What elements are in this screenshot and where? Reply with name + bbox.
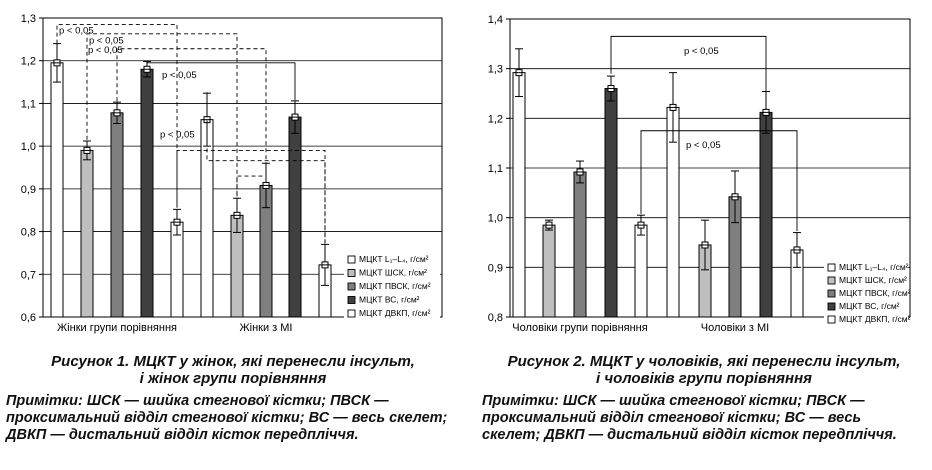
figure-2-caption: Рисунок 2. МЦКТ у чоловіків, які перенес… xyxy=(476,353,932,387)
y-tick-label: 1,1 xyxy=(488,163,503,175)
legend-label: МЦКТ ШСК, г/см² xyxy=(359,268,427,278)
y-tick-label: 0,8 xyxy=(488,312,503,324)
significance-bracket xyxy=(116,48,267,162)
legend-label: МЦКТ ПВСК, г/см² xyxy=(839,288,911,298)
y-tick-label: 1,1 xyxy=(21,98,36,110)
y-tick-label: 1,2 xyxy=(21,56,36,68)
bar xyxy=(634,224,648,318)
category-label: Жінки з МІ xyxy=(239,322,292,334)
legend-label: МЦКТ ПВСК, г/см² xyxy=(359,281,431,291)
bar xyxy=(50,62,64,318)
legend-swatch xyxy=(347,282,356,291)
legend-swatch xyxy=(827,315,836,324)
bar xyxy=(512,72,526,318)
significance-label: p < 0,05 xyxy=(88,45,123,56)
figure-1-caption: Рисунок 1. МЦКТ у жінок, які перенесли і… xyxy=(0,353,466,387)
y-tick-label: 0,8 xyxy=(21,227,36,239)
legend-swatch xyxy=(827,302,836,311)
figure-2-caption-line1: Рисунок 2. МЦКТ у чоловіків, які перенес… xyxy=(507,353,901,370)
bar xyxy=(604,88,618,318)
figure-1-caption-line2: і жінок групи порівняння xyxy=(139,370,327,387)
figure-1: 0,6 0,7 0,8 0,9 1,0 1,1 1,2 1,3 p < 0,05 p < 0,05… xyxy=(0,13,466,443)
y-tick-label: 1,0 xyxy=(21,141,36,153)
category-label: Чоловіки з МІ xyxy=(701,322,770,334)
legend-label: МЦКТ L₁–L₄, г/см² xyxy=(359,254,429,264)
significance-label: p < 0,05 xyxy=(89,36,124,47)
legend-label: МЦКТ L₁–L₄, г/см² xyxy=(839,262,909,272)
significance-label: p < 0,05 xyxy=(59,25,94,36)
significance-label: p < 0,05 xyxy=(684,46,719,57)
figure-1-notes: Примітки: ШСК — шийка стегнової кістки; … xyxy=(6,393,448,443)
figure-1-caption-line1: Рисунок 1. МЦКТ у жінок, які перенесли і… xyxy=(51,353,415,370)
legend-label: МЦКТ ДВКП, г/см² xyxy=(359,308,431,318)
significance-bracket xyxy=(206,92,326,244)
y-tick-label: 1,3 xyxy=(488,64,503,76)
y-tick-label: 1,0 xyxy=(488,213,503,225)
y-tick-label: 0,7 xyxy=(21,269,36,281)
significance-bracket xyxy=(610,35,767,92)
significance-bracket xyxy=(176,149,326,244)
legend-label: МЦКТ ВС, г/см² xyxy=(359,295,420,305)
legend-label: МЦКТ ШСК, г/см² xyxy=(839,275,907,285)
significance-bracket xyxy=(640,130,798,232)
bar xyxy=(759,111,773,318)
significance-bracket xyxy=(56,23,178,208)
legend-swatch xyxy=(827,276,836,285)
significance-label: p < 0,05 xyxy=(162,70,197,81)
bar xyxy=(110,112,124,318)
chart-1: 0,60,70,80,91,01,11,21,3p < 0,05p < 0,05… xyxy=(21,13,443,334)
significance-bracket xyxy=(146,60,296,101)
significance-bracket xyxy=(236,161,267,197)
figure-2-caption-line2: і чоловіків групи порівняння xyxy=(596,370,812,387)
bar xyxy=(80,149,94,318)
figure-2: 0,8 0,9 1,0 1,1 1,2 1,3 1,4 p < 0,05 p < 0,05 Чол… xyxy=(476,0,932,470)
legend-swatch xyxy=(347,255,356,264)
significance-label: p < 0,05 xyxy=(160,130,195,141)
legend-label: МЦКТ ДВКП, г/см² xyxy=(839,314,911,324)
category-label: Чоловіки групи порівняння xyxy=(512,322,647,334)
category-label: Жінки групи порівняння xyxy=(57,322,177,334)
legend-swatch xyxy=(347,269,356,277)
y-tick-label: 1,3 xyxy=(21,13,36,25)
bar xyxy=(573,171,587,318)
y-tick-label: 1,4 xyxy=(488,14,503,26)
legend-label: МЦКТ ВС, г/см² xyxy=(839,301,900,311)
y-tick-label: 0,9 xyxy=(21,184,36,196)
bar xyxy=(140,68,154,318)
legend-swatch xyxy=(827,289,836,298)
figure-2-notes: Примітки: ШСК — шийка стегнової кістки; … xyxy=(482,393,897,443)
chart-2: 0,8 0,9 1,0 1,1 1,2 1,3 1,4 p < 0,05 p < 0,05 Чол… xyxy=(488,14,911,334)
legend-box xyxy=(344,253,440,327)
bar xyxy=(170,221,184,318)
significance-label: p < 0,05 xyxy=(686,140,721,151)
legend-swatch xyxy=(347,309,356,318)
y-tick-label: 1,2 xyxy=(488,113,503,125)
legend-swatch xyxy=(827,263,836,272)
bar xyxy=(288,116,302,318)
bar xyxy=(542,224,556,318)
legend-swatch xyxy=(347,296,356,304)
legend-box xyxy=(824,261,908,332)
significance-bracket xyxy=(86,33,238,197)
y-tick-label: 0,6 xyxy=(21,312,36,324)
y-tick-label: 0,9 xyxy=(488,262,503,274)
